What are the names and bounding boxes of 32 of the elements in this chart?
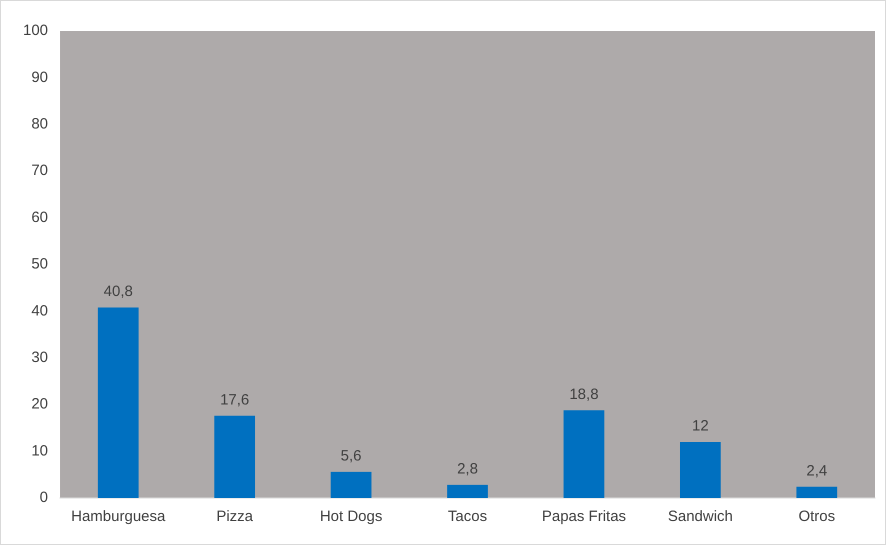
bar xyxy=(447,484,488,498)
data-label: 2,4 xyxy=(806,462,828,480)
bar xyxy=(680,442,721,498)
x-tick-label: Sandwich xyxy=(668,508,733,526)
x-tick-label: Hot Dogs xyxy=(320,508,382,526)
bar xyxy=(98,307,139,498)
data-label: 5,6 xyxy=(340,447,362,464)
y-tick-label: 10 xyxy=(31,442,48,460)
x-tick-label: Tacos xyxy=(448,508,488,526)
y-tick-label: 40 xyxy=(31,302,48,320)
bar xyxy=(214,416,256,498)
y-tick-label: 0 xyxy=(40,489,48,506)
data-label: 40,8 xyxy=(104,283,133,300)
bar xyxy=(330,472,372,498)
y-tick-label: 80 xyxy=(31,116,48,133)
x-tick-label: Papas Fritas xyxy=(542,508,626,526)
bar xyxy=(564,410,604,498)
data-label: 12 xyxy=(692,418,709,435)
y-tick-label: 50 xyxy=(31,256,48,273)
x-tick-label: Otros xyxy=(798,508,836,526)
y-tick-label: 90 xyxy=(31,68,48,86)
data-label: 2,8 xyxy=(457,460,478,478)
data-label: 18,8 xyxy=(569,386,599,403)
x-tick-label: Pizza xyxy=(216,508,254,526)
data-label: 17,6 xyxy=(220,391,250,408)
bar xyxy=(796,486,838,498)
y-tick-label: 70 xyxy=(31,162,48,180)
y-tick-label: 30 xyxy=(31,349,48,366)
y-tick-label: 100 xyxy=(22,22,48,40)
x-tick-label: Hamburguesa xyxy=(71,508,166,526)
y-tick-label: 20 xyxy=(31,396,48,413)
y-tick-label: 60 xyxy=(31,208,48,226)
